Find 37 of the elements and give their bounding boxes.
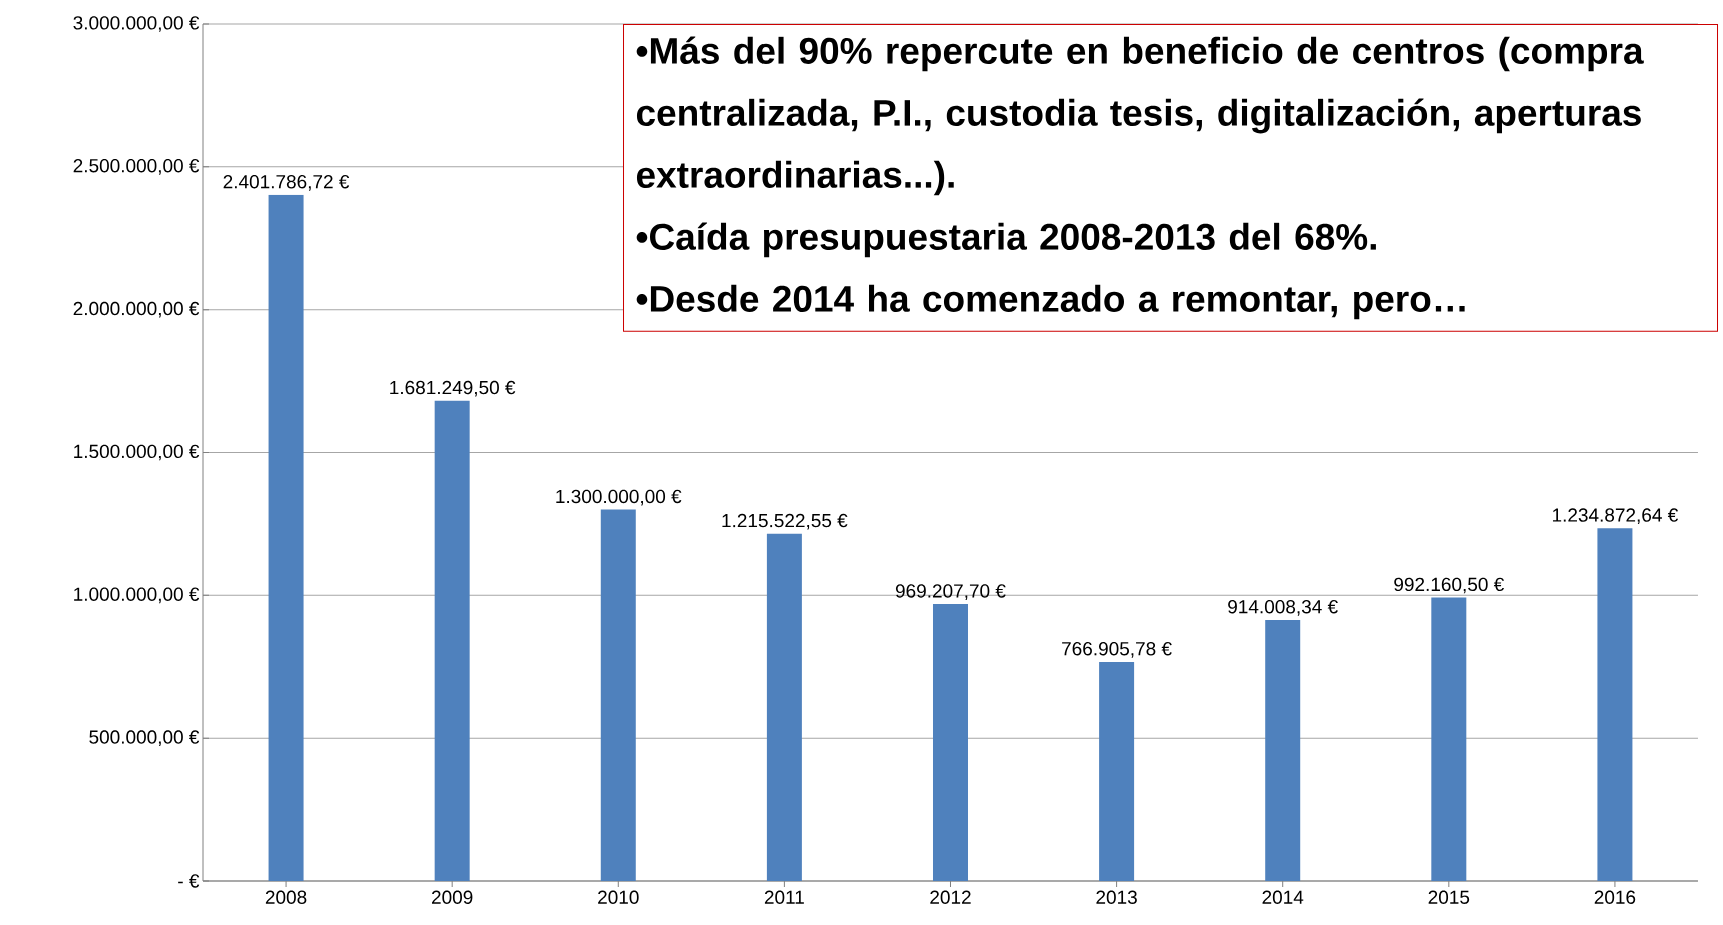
y-tick-label: - € bbox=[178, 874, 200, 888]
x-tick-label: 2008 bbox=[265, 890, 307, 904]
y-tick-label: 2.000.000,00 € bbox=[73, 301, 200, 318]
x-tick-label: 2015 bbox=[1428, 890, 1470, 904]
bar bbox=[268, 194, 304, 881]
annotation: •Más del 90% repercute en beneficio de centros (compra centralizada, P.I., custodia tesis, digitalización, aperturas extraordinarias...). bbox=[636, 36, 1644, 196]
data-label: 766.905,78 € bbox=[1062, 642, 1172, 658]
x-tick-label: 2012 bbox=[930, 890, 971, 904]
y-tick-label: 1.500.000,00 € bbox=[74, 444, 200, 461]
bar bbox=[1597, 528, 1633, 881]
data-label: 1.300.000,00 € bbox=[556, 489, 682, 506]
y-tick-label: 500.000,00 € bbox=[89, 730, 200, 746]
x-tick-label: 2013 bbox=[1096, 890, 1137, 904]
annotation: •Caída presupuestaria 2008-2013 del 68%. bbox=[636, 222, 1376, 258]
y-tick-label: 3.000.000,00 € bbox=[73, 16, 200, 32]
y-tick-label: 2.500.000,00 € bbox=[73, 158, 200, 175]
data-label: 914.008,34 € bbox=[1228, 599, 1338, 616]
bar bbox=[600, 509, 636, 881]
bar bbox=[932, 604, 968, 881]
bar bbox=[766, 533, 802, 881]
x-tick-label: 2009 bbox=[431, 890, 473, 904]
data-label: 1.215.522,55 € bbox=[722, 513, 848, 530]
x-tick-label: 2014 bbox=[1262, 890, 1304, 904]
data-label: 1.681.249,50 € bbox=[390, 380, 516, 397]
x-tick-label: 2011 bbox=[764, 890, 804, 904]
bar bbox=[1099, 661, 1135, 881]
bar bbox=[1265, 619, 1301, 881]
y-tick-label: 1.000.000,00 € bbox=[74, 587, 200, 604]
data-label: 1.234.872,64 € bbox=[1552, 508, 1678, 525]
x-tick-label: 2016 bbox=[1594, 890, 1636, 904]
bar bbox=[434, 400, 470, 881]
data-label: 969.207,70 € bbox=[895, 584, 1006, 600]
bar bbox=[1431, 597, 1467, 881]
x-tick-label: 2010 bbox=[598, 890, 639, 904]
data-label: 992.160,50 € bbox=[1394, 577, 1504, 594]
annotation: •Desde 2014 ha comenzado a remontar, pero… bbox=[636, 284, 1465, 320]
data-label: 2.401.786,72 € bbox=[223, 174, 350, 191]
